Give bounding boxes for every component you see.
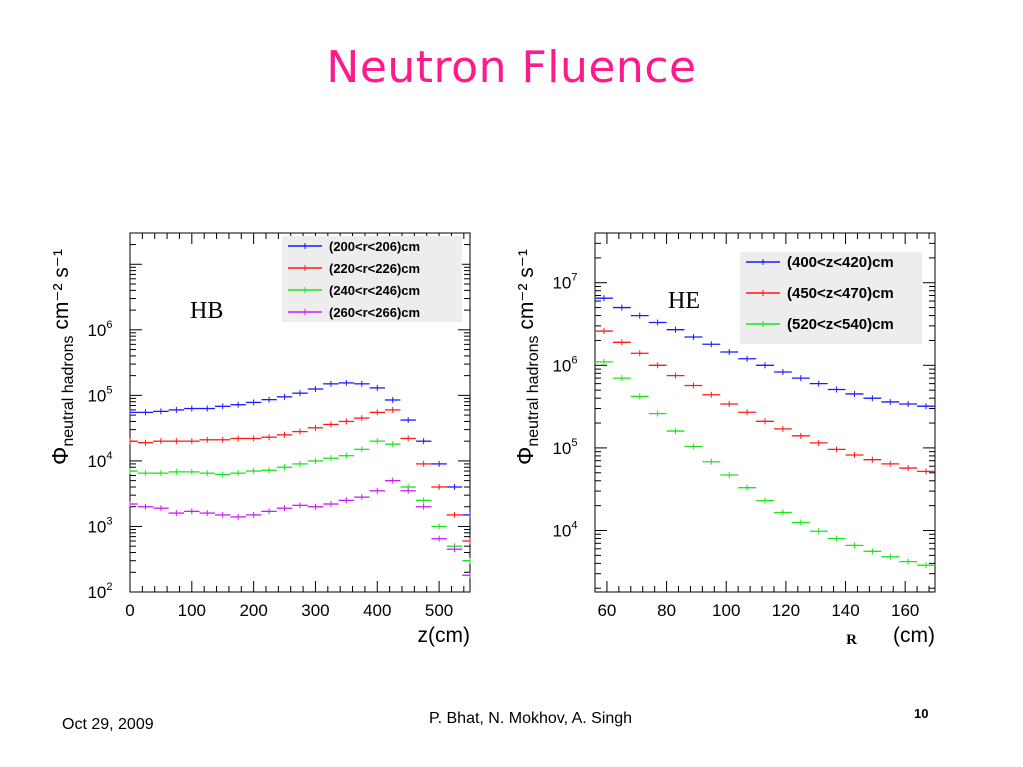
hb-y-tick-label: 106: [87, 319, 112, 340]
hb-x-tick-label: 0: [125, 601, 134, 620]
hb-y-tick-label: 102: [87, 581, 112, 602]
hb-y-tick-label: 104: [87, 450, 112, 471]
hb-y-tick-label: 103: [87, 515, 112, 536]
he-legend-label: (450<z<470)cm: [787, 285, 894, 302]
he-legend-label: (520<z<540)cm: [787, 316, 894, 333]
slide-title: Neutron Fluence: [326, 42, 697, 93]
hb-region-label: HB: [190, 298, 223, 324]
hb-legend-label: (200<r<206)cm: [329, 239, 420, 254]
he-y-axis-title: Φneutral hadrons cm⁻² s⁻¹: [512, 249, 542, 465]
hb-legend-label: (240<r<246)cm: [329, 283, 420, 298]
he-x-tick-label: 60: [597, 601, 616, 620]
he-x-axis-prefix: R: [846, 632, 857, 648]
he-y-tick-label: 106: [552, 354, 577, 375]
hb-x-tick-label: 200: [239, 601, 267, 620]
footer-authors: P. Bhat, N. Mokhov, A. Singh: [429, 710, 633, 727]
hb-legend-box: [282, 236, 462, 322]
hb-x-tick-label: 300: [301, 601, 329, 620]
hb-legend-label: (260<r<266)cm: [329, 305, 420, 320]
page-number: 10: [914, 706, 929, 721]
hb-x-tick-label: 400: [363, 601, 391, 620]
he-x-tick-label: 80: [657, 601, 676, 620]
hb-legend-label: (220<r<226)cm: [329, 261, 420, 276]
he-y-tick-label: 107: [552, 272, 577, 293]
hb-y-axis-title: Φneutral hadrons cm⁻² s⁻¹: [47, 249, 77, 465]
he-legend-label: (400<z<420)cm: [787, 254, 894, 271]
he-x-tick-label: 120: [772, 601, 800, 620]
he-x-tick-label: 100: [712, 601, 740, 620]
he-y-tick-label: 105: [552, 437, 577, 458]
he-y-tick-label: 104: [552, 519, 577, 540]
hb-x-axis-title: z(cm): [418, 624, 470, 647]
hb-x-tick-label: 500: [425, 601, 453, 620]
he-region-label: HE: [668, 288, 700, 314]
he-x-tick-label: 160: [891, 601, 919, 620]
hb-y-tick-label: 105: [87, 384, 112, 405]
footer-date: Oct 29, 2009: [62, 716, 154, 733]
he-legend-box: [740, 252, 922, 344]
he-x-axis-title: (cm): [893, 624, 935, 647]
hb-x-tick-label: 100: [178, 601, 206, 620]
he-plot-frame: [594, 232, 936, 593]
he-x-tick-label: 140: [831, 601, 859, 620]
